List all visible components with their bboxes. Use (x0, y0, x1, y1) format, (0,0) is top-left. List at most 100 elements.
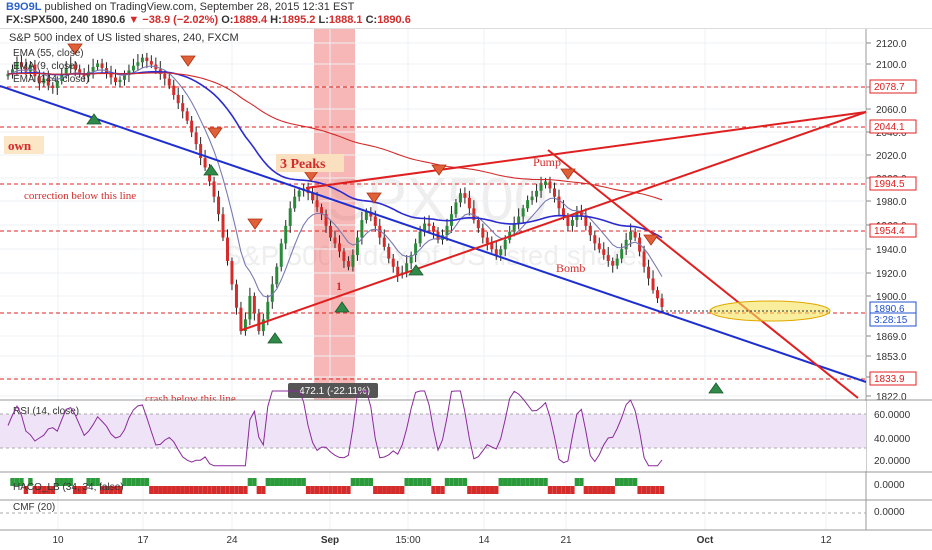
haco-legend[interactable]: HACO_LB (34, 34, false) (13, 482, 124, 493)
candle-body (346, 260, 350, 267)
price-tick: 2120.0 (876, 39, 907, 50)
candle-body (194, 132, 198, 145)
author-name[interactable]: B9O9L (6, 1, 42, 13)
price-axis[interactable] (866, 28, 932, 550)
haco-bar (422, 478, 427, 486)
candle-body (221, 214, 225, 238)
rsi-band (0, 414, 866, 448)
candles (6, 52, 664, 336)
rsi-legend[interactable]: RSI (14, close) (13, 406, 79, 417)
cmf-legend[interactable]: CMF (20) (13, 502, 55, 513)
haco-bar (601, 486, 606, 494)
candle-body (203, 158, 207, 168)
haco-bar (547, 486, 553, 494)
haco-bar (176, 486, 181, 494)
haco-bar (90, 478, 96, 486)
haco-bar (592, 486, 598, 494)
candle-body (212, 181, 216, 197)
candle-body (620, 249, 624, 259)
candle-body (485, 237, 489, 244)
candle-body (82, 73, 86, 77)
haco-bar (37, 486, 42, 494)
price-tick: 1980.0 (876, 197, 907, 208)
haco-bar (211, 486, 217, 494)
rsi-tick-20: 20.0000 (874, 456, 911, 467)
haco-bar (561, 486, 566, 494)
candle-body (114, 77, 118, 83)
candle-body (163, 73, 167, 79)
candle-body (369, 211, 373, 217)
haco-bar (72, 486, 78, 494)
candle-body (351, 255, 355, 267)
candle-body (355, 237, 359, 256)
candle-body (512, 223, 516, 232)
bomb-label: Bomb (556, 261, 585, 275)
candle-body (552, 188, 556, 197)
down-arrow-icon (247, 218, 263, 230)
haco-bar (637, 486, 642, 494)
ema144-line (8, 72, 663, 201)
haco-bar (650, 486, 656, 494)
ema144-legend[interactable]: EMA (144, close) (13, 74, 89, 85)
haco-bar (646, 486, 651, 494)
haco-bar (180, 486, 185, 494)
ema9-legend[interactable]: EMA (9, close) (13, 61, 78, 72)
haco-bar (449, 478, 454, 486)
candle-body (615, 258, 619, 266)
haco-bar (471, 486, 477, 494)
candle-body (570, 220, 574, 226)
candle-body (481, 228, 485, 238)
candle-body (633, 231, 637, 238)
candle-body (597, 243, 601, 250)
candle-body (37, 76, 41, 84)
haco-bar (556, 486, 562, 494)
down-arrow-icon (207, 127, 223, 139)
candle-body (243, 319, 247, 332)
candle-body (432, 225, 436, 232)
haco-bar (346, 486, 351, 494)
candle-body (122, 75, 126, 80)
rsi-line (7, 390, 663, 467)
ema55-legend[interactable]: EMA (55, close) (13, 48, 84, 59)
price-marker: 1890.6 (874, 304, 905, 315)
time-tick: Sep (321, 535, 339, 546)
haco-bar (59, 478, 64, 486)
haco-bar (279, 478, 284, 486)
haco-bar (619, 478, 624, 486)
haco-bar (588, 486, 593, 494)
candle-body (584, 216, 588, 226)
haco-bar (81, 486, 87, 494)
candle-body (55, 80, 59, 88)
haco-bar (296, 478, 302, 486)
haco-bar (171, 486, 176, 494)
time-axis[interactable]: 10 17 24 Sep 15:00 14 21 Oct 12 (52, 535, 832, 546)
candle-body (405, 263, 409, 273)
haco-bar (377, 486, 382, 494)
haco-bar (274, 478, 279, 486)
time-tick: 12 (820, 535, 832, 546)
haco-bar (99, 486, 105, 494)
haco-bar (193, 486, 199, 494)
candle-body (499, 249, 503, 256)
haco-bar (140, 478, 145, 486)
price-marker-box (869, 119, 917, 134)
haco-bar (104, 486, 109, 494)
cmf-tick: 0.0000 (874, 507, 905, 518)
haco-bar (659, 486, 665, 494)
candle-body (579, 211, 583, 217)
haco-bar (610, 486, 615, 494)
high-label: H: (270, 14, 282, 26)
candle-body (535, 190, 539, 197)
haco-bar (95, 478, 100, 486)
main-pane[interactable] (0, 28, 866, 400)
haco-bars (10, 478, 665, 494)
candle-body (544, 181, 548, 185)
price-tick: 2100.0 (876, 60, 907, 71)
haco-bar (341, 486, 347, 494)
candle-body (557, 196, 561, 209)
price-markers: 2078.7 2044.1 1994.5 1954.4 1890.63:28:15 183… (869, 79, 917, 386)
haco-bar (234, 486, 239, 494)
haco-bar (292, 478, 297, 486)
price-tick: 1869.0 (876, 332, 907, 343)
